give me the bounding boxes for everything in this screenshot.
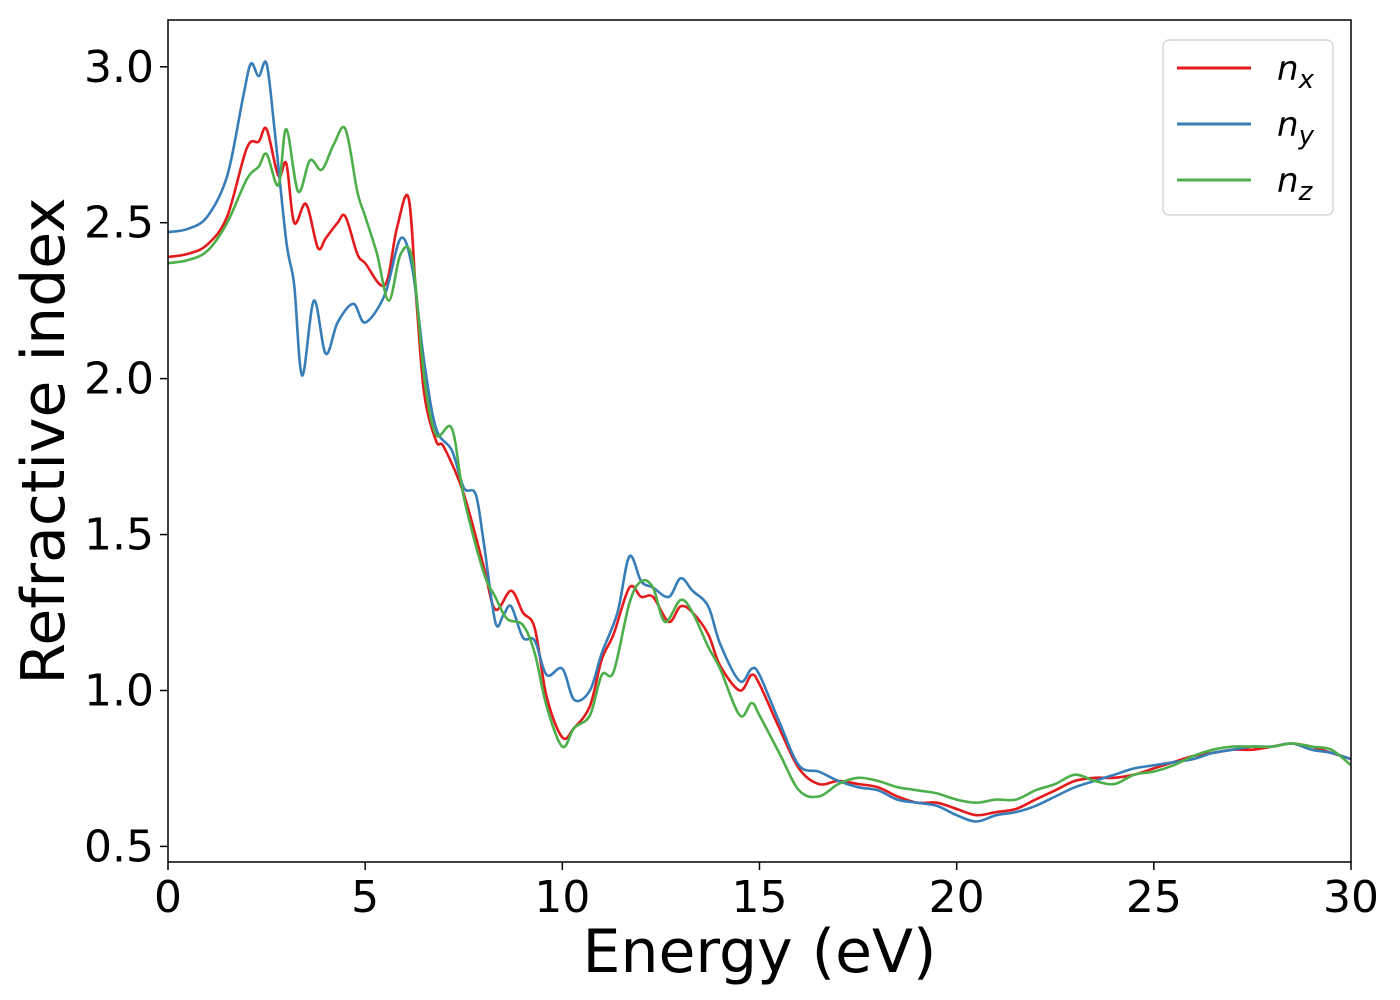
y-axis-label: Refractive index	[9, 197, 79, 684]
x-tick-label: 5	[351, 872, 379, 923]
series-line-nx	[168, 126, 1351, 817]
y-tick-label: 2.5	[84, 198, 154, 249]
x-tick-label: 30	[1323, 872, 1379, 923]
y-tick-label: 1.0	[84, 665, 154, 716]
y-tick-label: 0.5	[84, 821, 154, 872]
x-axis-ticks: 0 5 10 15 20 25 30	[154, 862, 1379, 923]
series-layer	[168, 60, 1351, 823]
y-tick-label: 2.0	[84, 354, 154, 405]
legend-label-ny: ny	[1277, 105, 1315, 151]
x-axis-label: Energy (eV)	[583, 917, 937, 987]
legend-box	[1162, 39, 1334, 216]
x-tick-label: 10	[534, 872, 590, 923]
y-axis-ticks: 0.5 1.0 1.5 2.0 2.5 3.0	[84, 42, 168, 872]
x-tick-label: 20	[929, 872, 985, 923]
y-tick-label: 3.0	[84, 42, 154, 93]
series-line-nz	[168, 125, 1351, 804]
x-tick-label: 0	[154, 872, 182, 923]
x-tick-label: 25	[1126, 872, 1182, 923]
legend: nx ny nz	[1162, 39, 1334, 216]
legend-label-nx: nx	[1277, 49, 1315, 95]
y-tick-label: 1.5	[84, 510, 154, 561]
legend-label-nz: nz	[1277, 161, 1314, 207]
x-tick-label: 15	[732, 872, 788, 923]
